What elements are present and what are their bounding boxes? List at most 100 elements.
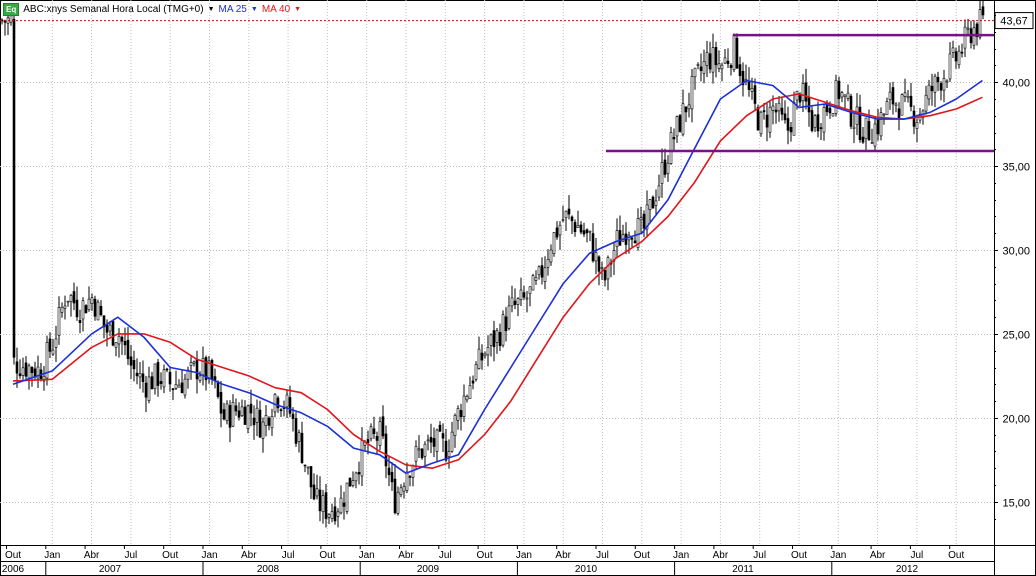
candle-body (837, 80, 841, 99)
candle-body (198, 375, 202, 381)
candle-body (402, 486, 406, 492)
candle-body (111, 320, 115, 346)
candle-body (930, 85, 934, 92)
candle-body (828, 107, 832, 114)
candle-body (267, 417, 271, 426)
x-month-label: Jan (44, 550, 60, 561)
candle-body (894, 103, 898, 106)
candle-body (576, 225, 580, 228)
candle-body (69, 294, 73, 302)
candle-body (585, 229, 589, 234)
candle-body (555, 227, 559, 238)
candle-body (531, 275, 535, 291)
last-price-label: 43,67 (1000, 16, 1028, 28)
candle-body (297, 432, 301, 442)
candle-body (951, 47, 955, 53)
x-year-label: 2012 (896, 564, 919, 575)
candle-body (444, 440, 448, 461)
candle-body (285, 394, 289, 408)
candle-body (492, 330, 496, 348)
candle-body (621, 234, 625, 242)
candle-body (441, 433, 445, 439)
x-month-label: Abr (870, 550, 886, 561)
candle-body (693, 67, 697, 78)
candle-body (420, 448, 424, 459)
candle-body (105, 324, 109, 333)
candle-body (687, 104, 691, 110)
ma40-label[interactable]: MA 40 (261, 3, 291, 15)
candle-body (30, 367, 34, 374)
candle-body (891, 87, 895, 105)
candle-body (339, 497, 343, 514)
candle-body (579, 224, 583, 233)
candle-body (720, 64, 724, 70)
candle-body (480, 352, 484, 361)
candle-body (246, 405, 250, 429)
candle-body (957, 50, 961, 66)
candle-body (117, 335, 121, 345)
candle-body (369, 426, 373, 440)
candle-body (237, 410, 241, 418)
candle-body (948, 53, 952, 80)
candle-body (816, 114, 820, 132)
candle-body (708, 53, 712, 70)
candle-body (132, 360, 136, 370)
candle-body (453, 415, 457, 436)
candle-body (774, 109, 778, 113)
candle-body (336, 511, 340, 517)
candle-body (72, 291, 76, 304)
candle-body (981, 6, 985, 16)
candle-body (618, 230, 622, 246)
candle-body (222, 409, 226, 420)
candle-body (960, 51, 964, 54)
candle-body (261, 421, 265, 439)
candle-body (537, 266, 541, 276)
horizontal-levels[interactable]: 43,67 (0, 12, 1034, 153)
ma25-label[interactable]: MA 25 (218, 3, 247, 15)
ma40-dropdown-icon[interactable]: ▼ (294, 5, 302, 13)
candle-body (291, 413, 295, 419)
last-price-box (994, 12, 1034, 30)
candle-body (342, 502, 346, 507)
candle-body (465, 395, 469, 401)
candle-body (408, 476, 412, 478)
candle-body (663, 159, 667, 175)
candle-body (879, 112, 883, 137)
candle-body (51, 349, 55, 355)
candle-body (567, 208, 571, 215)
candle-body (429, 437, 433, 443)
candle-body (321, 495, 325, 512)
candle-body (876, 119, 880, 135)
candle-body (717, 63, 721, 69)
candle-body (483, 353, 487, 357)
x-month-label: Jul (125, 550, 138, 561)
candle-body (333, 506, 337, 522)
candle-body (843, 94, 847, 98)
ma25-dropdown-icon[interactable]: ▼ (250, 5, 258, 13)
candle-body (360, 440, 364, 477)
candle-body (867, 121, 871, 141)
candle-body (165, 368, 169, 371)
candle-body (234, 405, 238, 412)
candle-body (510, 297, 514, 307)
candle-body (399, 487, 403, 496)
symbol-title[interactable]: ABC:xnys Semanal Hora Local (TMG+0) (23, 3, 204, 15)
candle-body (558, 224, 562, 236)
candle-body (954, 51, 958, 62)
candle-body (84, 305, 88, 314)
candle-body (414, 446, 418, 462)
candle-body (690, 76, 694, 110)
candle-body (57, 307, 61, 336)
candle-body (870, 142, 874, 144)
candle-body (78, 320, 82, 323)
candle-body (654, 200, 658, 206)
title-dropdown-icon[interactable]: ▼ (207, 5, 215, 13)
candle-body (177, 384, 181, 388)
candle-body (864, 117, 868, 139)
candle-body (225, 403, 229, 421)
candle-body (348, 477, 352, 487)
candle-body (231, 402, 235, 427)
x-month-label: Abr (555, 550, 571, 561)
candle-body (765, 114, 769, 128)
